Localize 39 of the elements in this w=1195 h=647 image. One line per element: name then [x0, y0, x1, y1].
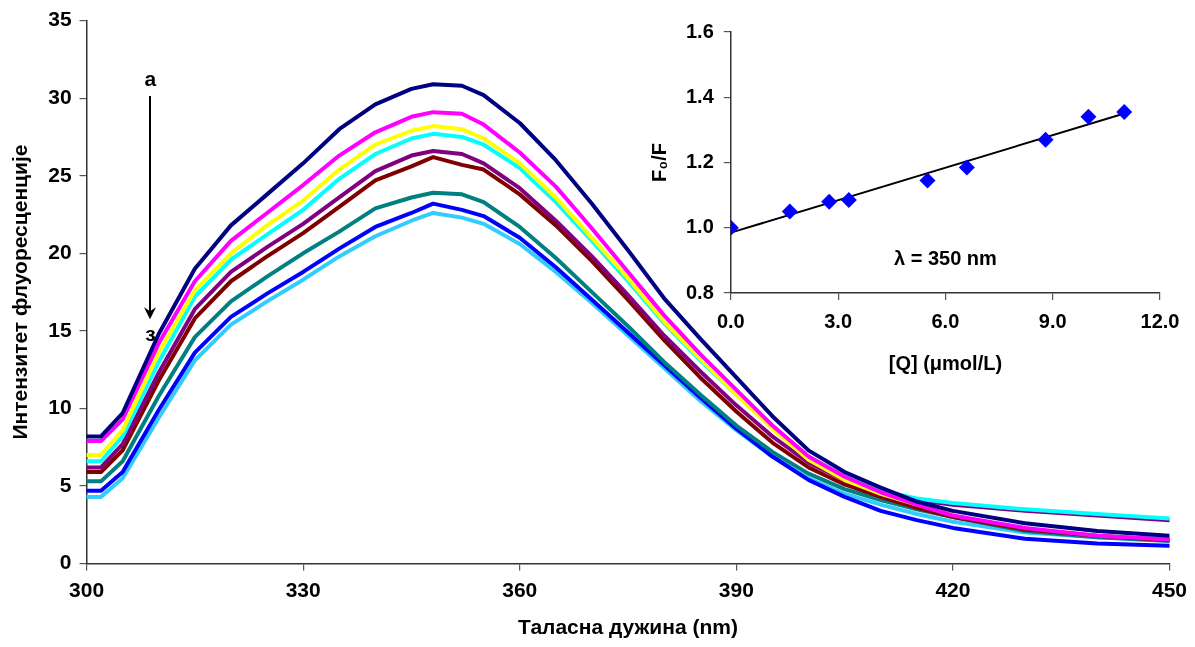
- x-tick-label: 9.0: [1038, 309, 1067, 332]
- x-tick-label: 6.0: [931, 309, 960, 332]
- x-tick-label: 12.0: [1140, 309, 1180, 332]
- y-tick-label: 0: [59, 550, 72, 574]
- x-tick-label: 3.0: [824, 309, 853, 332]
- annotation: а: [144, 67, 157, 91]
- x-tick-label: 0.0: [716, 309, 745, 332]
- y-tick-label: 1.0: [685, 215, 714, 238]
- x-tick-label: 420: [935, 578, 971, 601]
- x-axis-title: [Q] (μmol/L): [888, 351, 1003, 374]
- annotation: з: [145, 322, 156, 346]
- x-axis-title: Таласна дужина (nm): [518, 615, 738, 639]
- x-tick-label: 330: [285, 578, 321, 601]
- y-tick-label: 0.8: [685, 280, 714, 303]
- y-axis-title: Интензитет флуоресценције: [8, 144, 32, 440]
- point: [1037, 131, 1054, 148]
- y-tick-label: 25: [48, 162, 72, 186]
- y-tick-label: 1.4: [685, 84, 715, 107]
- y-tick-label: 1.6: [685, 19, 714, 42]
- point: [919, 172, 936, 189]
- y-tick-label: 5: [59, 472, 72, 496]
- point: [958, 159, 975, 176]
- x-tick-label: 360: [502, 578, 538, 601]
- y-tick-label: 1.2: [685, 150, 714, 173]
- y-tick-label: 35: [48, 7, 72, 31]
- y-tick-label: 10: [48, 395, 72, 419]
- y-axis-title: F₀/F: [647, 142, 670, 183]
- point: [840, 192, 857, 209]
- y-tick-label: 30: [48, 84, 72, 108]
- x-tick-label: 450: [1151, 578, 1187, 601]
- y-tick-label: 15: [48, 317, 72, 341]
- point: [1080, 108, 1097, 125]
- point: [821, 193, 838, 210]
- point: [781, 203, 798, 220]
- x-tick-label: 300: [69, 578, 105, 601]
- x-tick-label: 390: [718, 578, 754, 601]
- point: [1116, 103, 1133, 120]
- y-tick-label: 20: [48, 240, 72, 264]
- annotation: λ = 350 nm: [893, 246, 997, 269]
